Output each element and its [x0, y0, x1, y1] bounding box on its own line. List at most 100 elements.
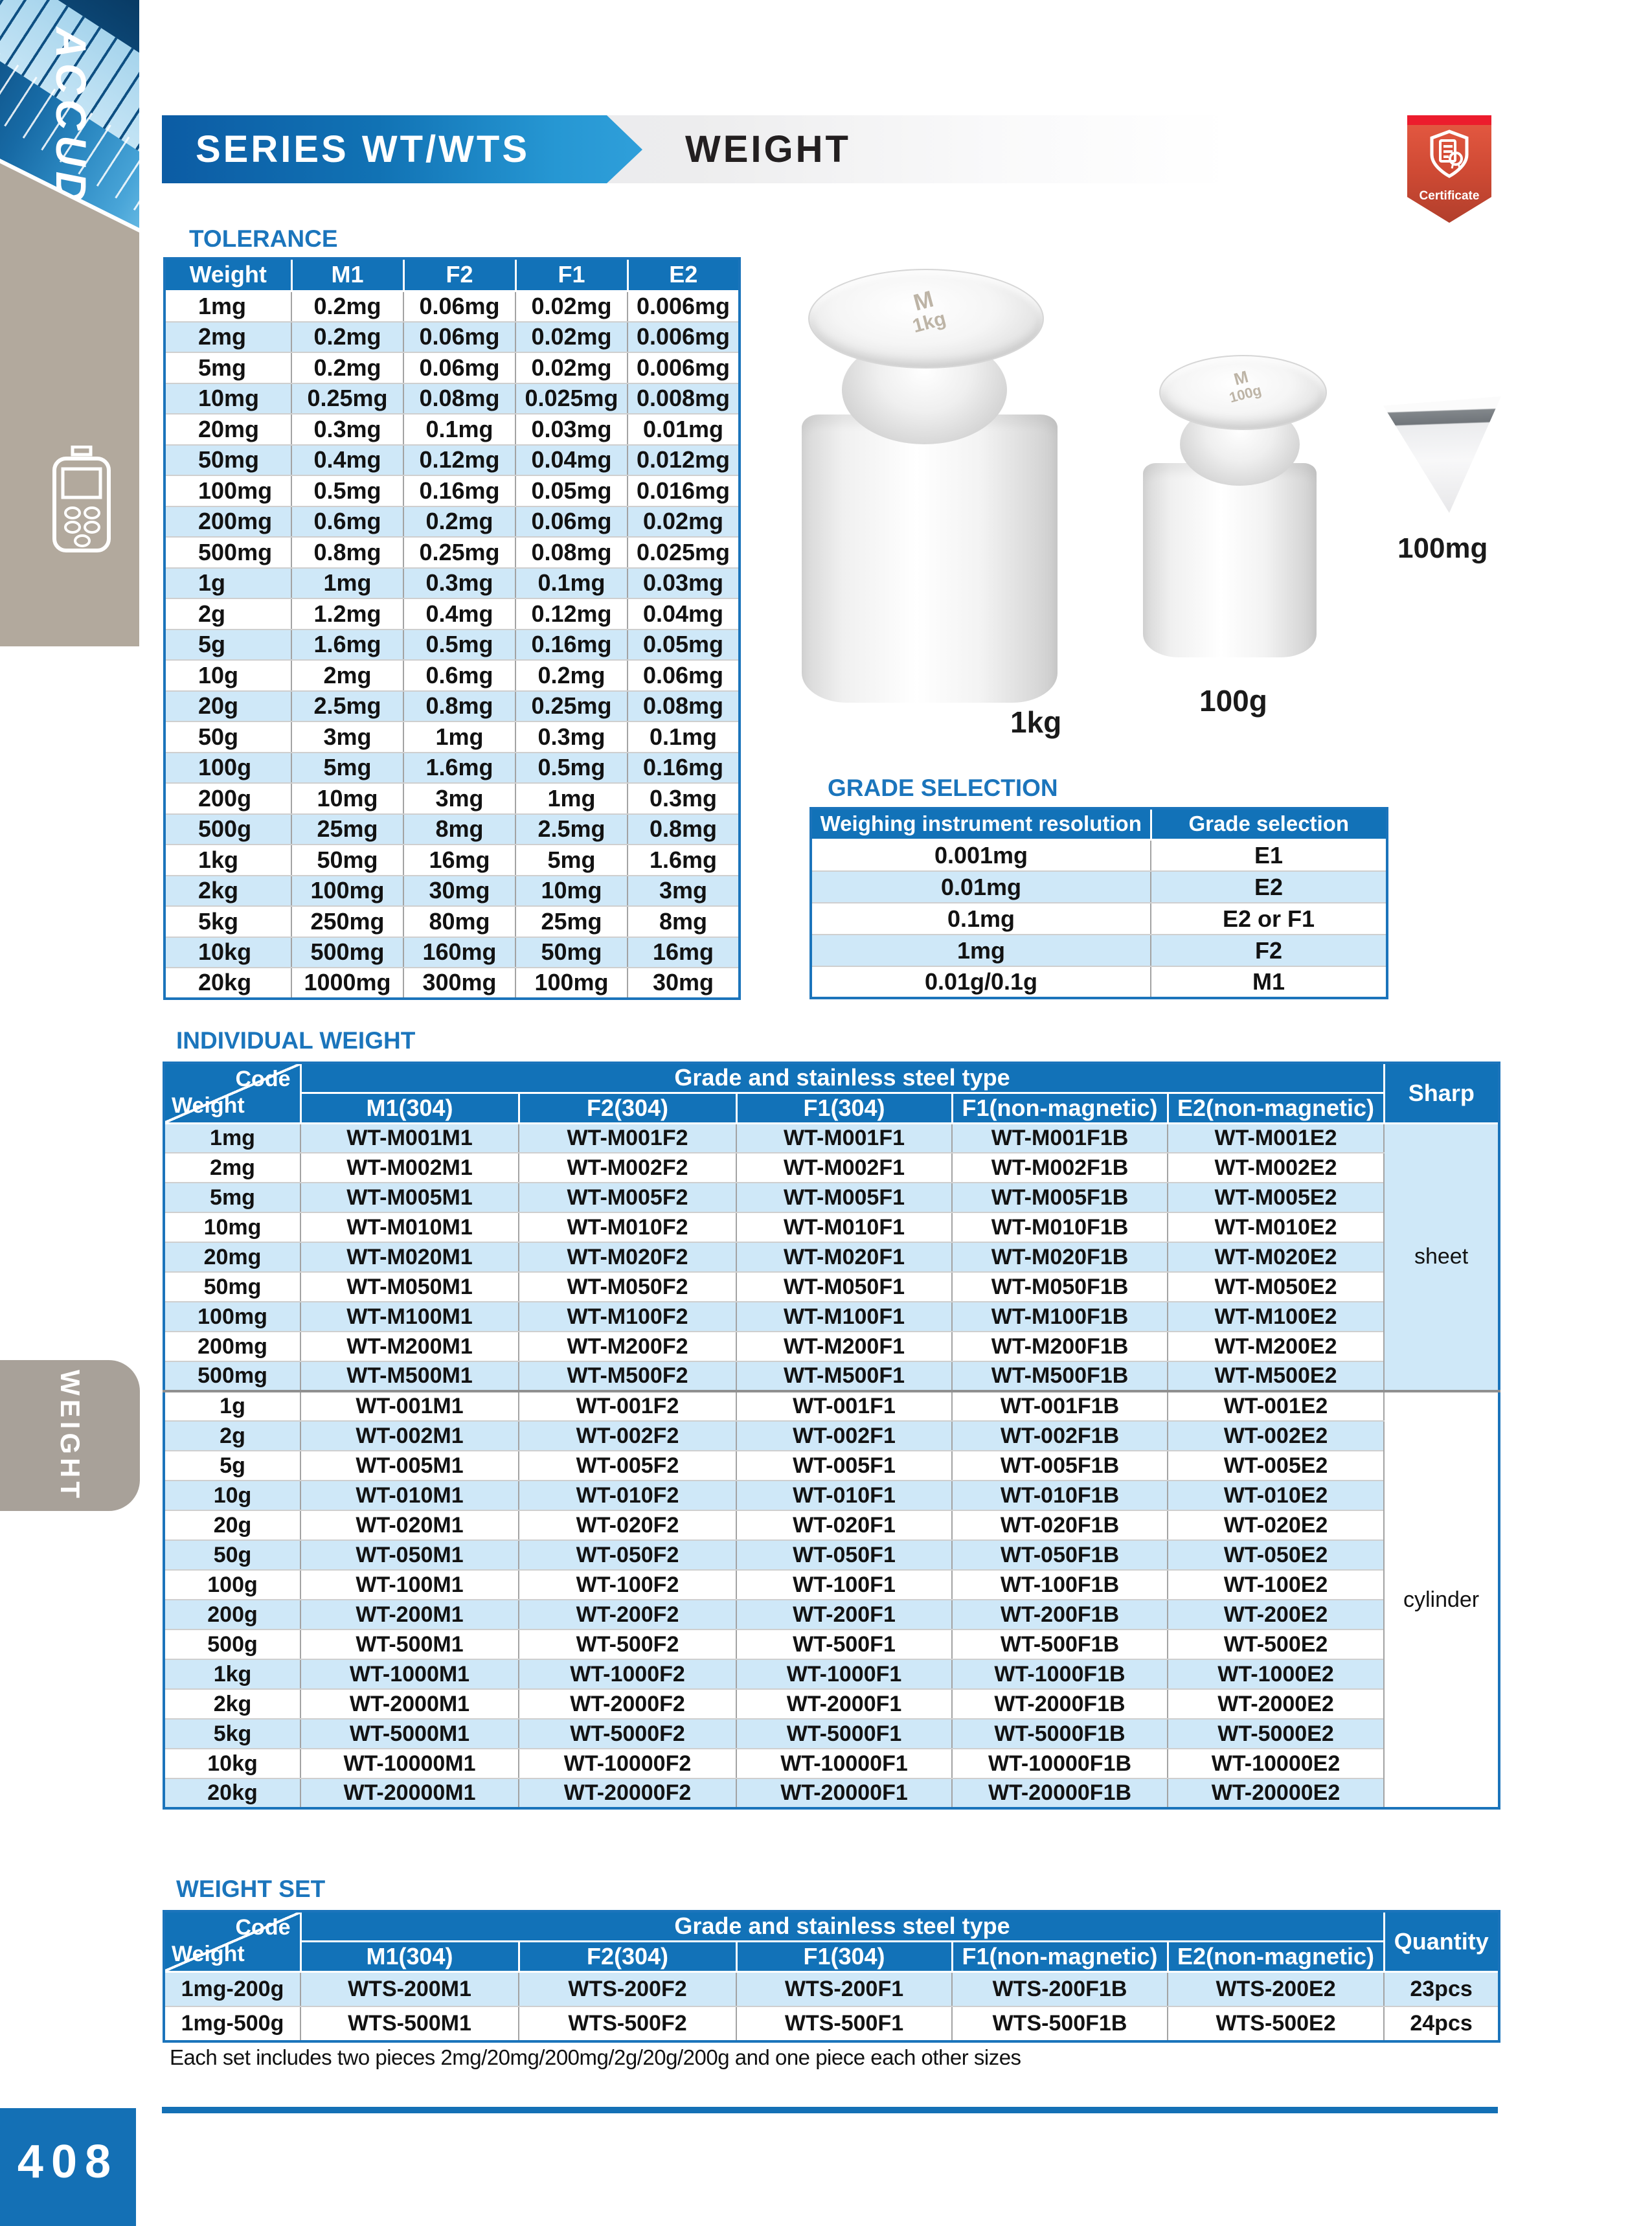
table-row: 5g WT-005M1 WT-005F2 WT-005F1 WT-005F1B WT-00… — [163, 1450, 1499, 1481]
column-header: Weighing instrument resolution — [809, 807, 1152, 841]
table-row: 0.01g/0.1g M1 — [810, 966, 1388, 999]
grade-cell: F2 — [1150, 934, 1388, 967]
code-cell: WT-M005M1 — [300, 1182, 519, 1213]
measuring-device-icon — [52, 446, 111, 552]
table-row: 5g 1.6mg 0.5mg 0.16mg 0.05mg — [164, 628, 740, 661]
weight-label-cell: 20mg — [163, 1242, 301, 1273]
weight-label-cell: 20kg — [164, 967, 292, 999]
table-row: 200g WT-200M1 WT-200F2 WT-200F1 WT-200F1B WT-… — [163, 1599, 1499, 1630]
code-cell: WT-500F2 — [518, 1629, 737, 1660]
code-cell: WT-010F2 — [518, 1480, 737, 1511]
weight-label-cell: 20kg — [163, 1778, 301, 1809]
code-cell: WT-M020F2 — [518, 1242, 737, 1273]
weight-label-cell: 20g — [164, 690, 292, 722]
tolerance-table: Weight M1 F2 F1 E2 1mg 0.2mg 0.06mg 0.02mg 0.006m… — [163, 257, 741, 1000]
weight-label-cell: 5g — [163, 1450, 301, 1481]
tolerance-value-cell: 0.6mg — [403, 659, 516, 692]
table-row: 0.1mg E2 or F1 — [810, 902, 1388, 935]
code-cell: WT-020F1B — [951, 1510, 1168, 1541]
quantity-column-header: Quantity — [1383, 1910, 1500, 1973]
tolerance-value-cell: 300mg — [403, 967, 516, 999]
tolerance-value-cell: 0.06mg — [403, 352, 516, 384]
corner-code-label: Code — [235, 1067, 291, 1091]
code-cell: WTS-500F1 — [736, 2006, 953, 2042]
weight-label-cell: 500mg — [164, 536, 292, 569]
page-number: 408 — [17, 2136, 119, 2188]
quantity-cell: 23pcs — [1383, 1971, 1500, 2007]
code-cell: WT-M002E2 — [1166, 1152, 1385, 1183]
tolerance-value-cell: 0.16mg — [403, 475, 516, 507]
code-cell: WT-050F2 — [518, 1539, 737, 1571]
tolerance-value-cell: 0.8mg — [627, 813, 740, 845]
code-cell: WT-010M1 — [300, 1480, 519, 1511]
table-row: 1kg 50mg 16mg 5mg 1.6mg — [164, 844, 740, 876]
code-cell: WT-M010M1 — [300, 1212, 519, 1243]
table-row: 1g WT-001M1 WT-001F2 WT-001F1 WT-001F1B WT-00… — [163, 1390, 1500, 1809]
table-row: 50g WT-050M1 WT-050F2 WT-050F1 WT-050F1B WT-0… — [163, 1539, 1499, 1571]
tolerance-value-cell: 80mg — [403, 905, 516, 938]
code-cell: WT-200M1 — [300, 1599, 519, 1630]
tolerance-value-cell: 0.02mg — [515, 290, 628, 323]
table-row: 200mg 0.6mg 0.2mg 0.06mg 0.02mg — [164, 505, 740, 538]
tolerance-value-cell: 25mg — [515, 905, 628, 938]
code-cell: WT-10000M1 — [300, 1748, 519, 1779]
column-header: F2 — [402, 257, 517, 292]
weight-label-cell: 1mg — [164, 290, 292, 323]
code-cell: WT-10000F1B — [951, 1748, 1168, 1779]
code-cell: WT-010E2 — [1166, 1480, 1385, 1511]
tolerance-value-cell: 0.06mg — [515, 505, 628, 538]
code-cell: WT-M200F1 — [736, 1331, 953, 1362]
weight-label-cell: 50mg — [163, 1271, 301, 1302]
code-cell: WT-010F1 — [736, 1480, 953, 1511]
code-cell: WT-M010F1 — [736, 1212, 953, 1243]
weight-label-cell: 200g — [164, 782, 292, 815]
code-cell: WT-M500M1 — [300, 1361, 519, 1392]
page-title: WEIGHT — [685, 128, 851, 170]
weight-100mg-label: 100mg — [1397, 532, 1488, 564]
tolerance-value-cell: 0.25mg — [515, 690, 628, 722]
grade-column-header: F2(304) — [517, 1940, 738, 1973]
column-header: F1 — [514, 257, 629, 292]
code-cell: WT-001F1 — [736, 1390, 953, 1422]
code-cell: WT-M001E2 — [1166, 1122, 1385, 1153]
tolerance-value-cell: 0.006mg — [627, 352, 740, 384]
weight-100g-label: 100g — [1199, 684, 1267, 718]
tolerance-value-cell: 3mg — [403, 782, 516, 815]
code-cell: WT-20000F1B — [951, 1778, 1168, 1809]
code-cell: WT-1000M1 — [300, 1659, 519, 1690]
tolerance-value-cell: 1mg — [403, 721, 516, 753]
certificate-shield-icon — [1430, 130, 1469, 178]
table-row: 10mg 0.25mg 0.08mg 0.025mg 0.008mg — [164, 382, 740, 415]
tolerance-value-cell: 0.012mg — [627, 444, 740, 476]
tolerance-value-cell: 1mg — [515, 782, 628, 815]
tolerance-value-cell: 0.2mg — [291, 321, 404, 353]
code-cell: WT-001E2 — [1166, 1390, 1385, 1422]
tolerance-value-cell: 1.6mg — [291, 628, 404, 661]
code-cell: WT-1000E2 — [1166, 1659, 1385, 1690]
table-row: 100mg 0.5mg 0.16mg 0.05mg 0.016mg — [164, 475, 740, 507]
tolerance-value-cell: 0.16mg — [515, 628, 628, 661]
table-row: 1mg-500g WTS-500M1 WTS-500F2 WTS-500F1 WTS-5… — [163, 2006, 1500, 2042]
code-cell: WT-200F2 — [518, 1599, 737, 1630]
tolerance-value-cell: 0.06mg — [403, 290, 516, 323]
table-row: 50mg WT-M050M1 WT-M050F2 WT-M050F1 WT-M050F1… — [163, 1271, 1499, 1302]
table-row: 200mg WT-M200M1 WT-M200F2 WT-M200F1 WT-M200F… — [163, 1331, 1499, 1362]
code-cell: WT-100F1B — [951, 1569, 1168, 1600]
weight-label-cell: 1g — [163, 1390, 301, 1422]
tolerance-value-cell: 0.12mg — [515, 598, 628, 630]
code-cell: WT-M050F1B — [951, 1271, 1168, 1302]
weight-label-cell: 10mg — [164, 382, 292, 415]
tolerance-value-cell: 0.01mg — [627, 413, 740, 446]
chapter-tab: WEIGHT — [0, 1360, 140, 1511]
code-cell: WT-M100F1B — [951, 1301, 1168, 1332]
code-cell: WT-M002F1B — [951, 1152, 1168, 1183]
shape-cell: cylinder — [1383, 1390, 1500, 1809]
grade-cell: E1 — [1150, 839, 1388, 872]
code-cell: WT-002F1B — [951, 1420, 1168, 1451]
table-row: 10mg WT-M010M1 WT-M010F2 WT-M010F1 WT-M010F1… — [163, 1212, 1499, 1243]
code-cell: WT-005M1 — [300, 1450, 519, 1481]
grade-selection-table: Weighing instrument resolution Grade sele… — [809, 807, 1388, 999]
tolerance-value-cell: 1000mg — [291, 967, 404, 999]
code-cell: WT-050F1B — [951, 1539, 1168, 1571]
table-row: 20kg WT-20000M1 WT-20000F2 WT-20000F1 WT-200… — [163, 1778, 1499, 1809]
